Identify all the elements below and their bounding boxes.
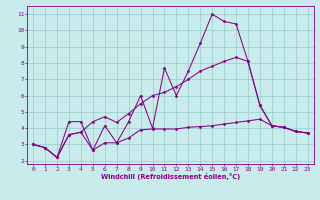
X-axis label: Windchill (Refroidissement éolien,°C): Windchill (Refroidissement éolien,°C) bbox=[101, 173, 240, 180]
